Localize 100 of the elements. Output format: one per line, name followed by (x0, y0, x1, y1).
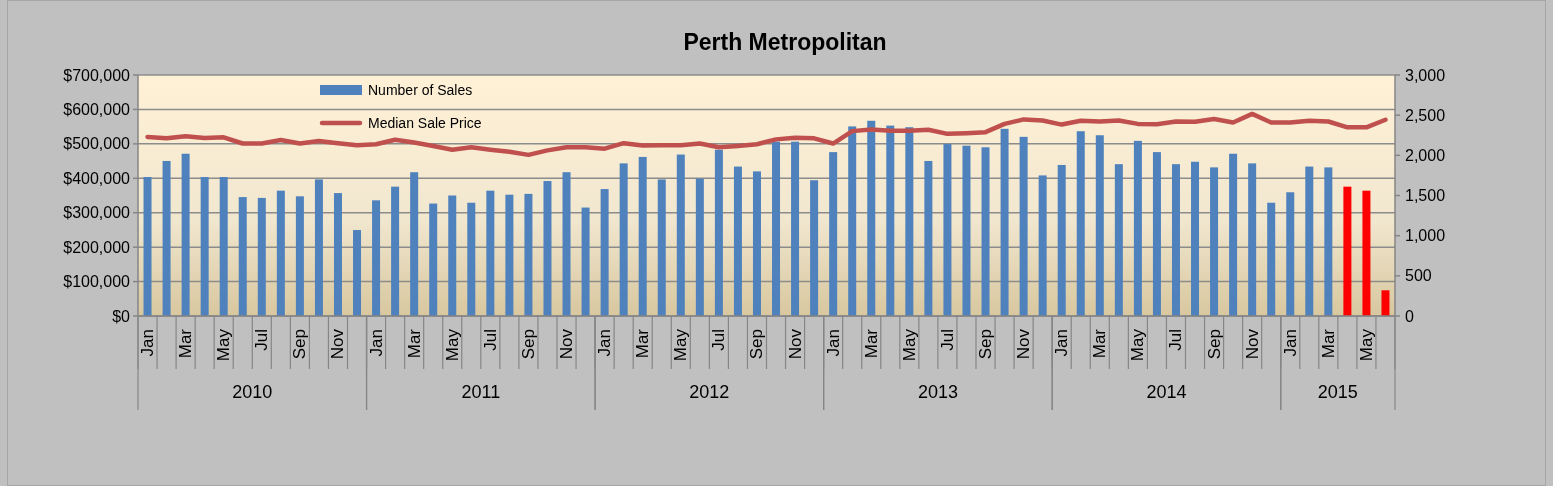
x-tick-label: Mar (1090, 328, 1110, 359)
bar (200, 177, 209, 316)
x-tick-label: Mar (1318, 328, 1338, 359)
bar (143, 177, 152, 316)
bar (943, 144, 952, 316)
bar (1095, 135, 1104, 316)
text: 2014 (1146, 382, 1187, 402)
y-tick-label: $200,000 (63, 238, 131, 256)
bar (1343, 186, 1352, 316)
bar (752, 171, 761, 316)
bar (1038, 175, 1047, 316)
bar (1152, 152, 1161, 316)
text: 2013 (917, 382, 958, 402)
y-tick-label: $0 (112, 307, 131, 325)
bar (410, 172, 419, 316)
x-tick-label: May (442, 328, 462, 362)
x-tick-label: Mar (176, 328, 196, 359)
x-tick-label: Nov (557, 328, 577, 360)
x-tick-label: Mar (404, 328, 424, 359)
y2-tick-label: 0 (1405, 307, 1414, 325)
bar (1114, 164, 1123, 316)
text: 2010 (232, 382, 273, 402)
y-tick-label: $700,000 (63, 66, 131, 84)
x-tick-label: Jan (1052, 329, 1072, 357)
bar (791, 141, 800, 316)
bar (162, 160, 171, 316)
y-tick-label: $400,000 (63, 169, 131, 187)
x-tick-label: Jul (709, 329, 729, 351)
bar (772, 141, 781, 316)
bar (1210, 167, 1219, 316)
bar (581, 207, 590, 316)
bar (1305, 166, 1314, 316)
bar (562, 172, 571, 316)
bar (638, 156, 647, 316)
x-tick-label: Sep (290, 329, 310, 360)
y2-tick-label: 2,500 (1405, 106, 1446, 124)
bar (1286, 192, 1295, 316)
bar (486, 190, 495, 316)
x-tick-label: Jan (366, 329, 386, 357)
bar (505, 194, 514, 316)
x-tick-label: Nov (785, 328, 805, 360)
bar (657, 179, 666, 316)
y2-tick-label: 3,000 (1405, 66, 1446, 84)
x-tick-label: May (671, 328, 691, 362)
y2-tick-label: 2,000 (1405, 146, 1446, 164)
x-tick-label: Jan (1280, 329, 1300, 357)
bar (1267, 202, 1276, 316)
x-tick-label: May (214, 328, 234, 362)
bar (600, 189, 609, 316)
x-tick-label: Sep (747, 329, 767, 360)
bar (238, 197, 247, 316)
bar (391, 186, 400, 316)
x-tick-label: Nov (1242, 328, 1262, 360)
bar (543, 181, 552, 316)
bar (981, 147, 990, 316)
bar (448, 195, 457, 316)
bar (1019, 136, 1028, 316)
y-tick-label: $600,000 (63, 100, 131, 118)
x-tick-label: Jul (480, 329, 500, 351)
bar (924, 160, 933, 316)
x-tick-label: Jan (138, 329, 158, 357)
x-tick-label: Nov (328, 328, 348, 360)
bar (257, 197, 266, 316)
x-tick-label: May (899, 328, 919, 362)
x-tick-label: Jan (595, 329, 615, 357)
x-tick-label: Sep (976, 329, 996, 360)
bar (1381, 290, 1390, 316)
bar (1229, 153, 1238, 316)
bar (1191, 161, 1200, 316)
text: 2012 (689, 382, 730, 402)
x-tick-label: Nov (1014, 328, 1034, 360)
bar (1362, 190, 1371, 316)
x-tick-label: Sep (1204, 329, 1224, 360)
bar (1171, 164, 1180, 316)
bar (276, 190, 285, 316)
bar (810, 180, 819, 316)
x-tick-label: Jul (252, 329, 272, 351)
bar (372, 200, 381, 316)
x-tick-label: May (1128, 328, 1148, 362)
legend-label: Number of Sales (368, 82, 473, 98)
x-tick-label: Jan (823, 329, 843, 357)
bar (1076, 131, 1085, 316)
x-tick-label: Sep (518, 329, 538, 360)
x-tick-label: Jul (1166, 329, 1186, 351)
bar (733, 166, 742, 316)
bar (181, 153, 190, 316)
y-tick-label: $300,000 (63, 204, 131, 222)
bar (905, 127, 914, 316)
chart-title: Perth Metropolitan (683, 29, 887, 55)
text: 2015 (1317, 382, 1358, 402)
x-tick-label: May (1356, 328, 1376, 362)
bar (295, 196, 304, 316)
line-series (145, 111, 1388, 158)
bar (1324, 167, 1333, 316)
bar (1057, 164, 1066, 316)
bar (467, 202, 476, 316)
bar (1248, 163, 1257, 316)
bar (219, 177, 228, 316)
text: 2011 (461, 382, 501, 402)
bar (714, 149, 723, 316)
